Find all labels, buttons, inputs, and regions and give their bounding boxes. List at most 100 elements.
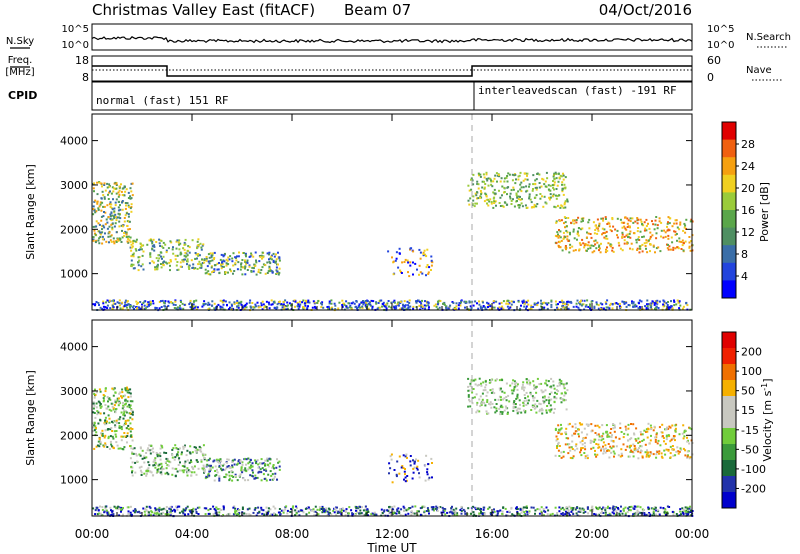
scatter-cell: [402, 454, 405, 457]
scatter-cell: [260, 254, 263, 257]
scatter-cell: [608, 307, 611, 310]
scatter-cell: [390, 458, 393, 461]
scatter-cell: [196, 506, 199, 509]
scatter-cell: [555, 397, 558, 400]
scatter-cell: [549, 196, 552, 199]
scatter-cell: [580, 299, 583, 302]
scatter-cell: [409, 264, 412, 267]
scatter-cell: [216, 471, 219, 474]
scatter-cell: [95, 225, 98, 228]
scatter-cell: [534, 512, 536, 515]
scatter-cell: [132, 252, 135, 255]
scatter-cell: [148, 464, 151, 467]
scatter-cell: [158, 257, 161, 260]
scatter-cell: [571, 425, 574, 428]
scatter-cell: [469, 197, 472, 200]
scatter-cell: [556, 445, 559, 447]
scatter-cell: [213, 479, 216, 482]
scatter-cell: [396, 508, 399, 511]
scatter-cell: [111, 435, 114, 438]
scatter-cell: [341, 305, 344, 308]
scatter-cell: [620, 452, 623, 455]
scatter-cell: [150, 448, 153, 451]
scatter-cell: [209, 470, 211, 472]
scatter-cell: [330, 302, 333, 305]
scatter-cell: [218, 475, 221, 478]
scatter-cell: [471, 396, 474, 399]
scatter-cell: [556, 514, 559, 517]
scatter-cell: [667, 434, 670, 437]
scatter-cell: [564, 246, 567, 249]
scatter-cell: [688, 236, 691, 238]
scatter-cell: [651, 514, 654, 517]
scatter-cell: [303, 307, 306, 310]
xtick-label-1: 04:00: [175, 527, 210, 541]
scatter-cell: [154, 507, 157, 510]
scatter-cell: [510, 303, 513, 306]
scatter-cell: [101, 508, 104, 511]
scatter-cell: [155, 452, 158, 454]
scatter-cell: [134, 248, 137, 250]
scatter-cell: [95, 220, 98, 223]
scatter-cell: [545, 171, 548, 174]
scatter-cell: [467, 385, 470, 388]
scatter-cell: [205, 257, 208, 260]
scatter-cell: [120, 183, 122, 186]
scatter-cell: [689, 220, 692, 223]
scatter-cell: [624, 512, 627, 515]
scatter-cell: [270, 254, 273, 257]
scatter-cell: [143, 510, 146, 513]
scatter-cell: [175, 505, 178, 508]
scatter-cell: [121, 229, 123, 232]
scatter-cell: [450, 507, 453, 510]
scatter-cell: [557, 390, 560, 393]
scatter-cell: [399, 514, 402, 517]
scatter-cell: [555, 435, 558, 438]
scatter-cell: [270, 474, 273, 477]
scatter-cell: [476, 191, 479, 194]
scatter-cell: [351, 514, 354, 517]
scatter-cell: [129, 412, 132, 415]
scatter-cell: [641, 250, 644, 253]
scatter-cell: [586, 454, 589, 457]
scatter-cell: [311, 509, 313, 512]
scatter-cell: [393, 299, 396, 302]
scatter-cell: [143, 300, 146, 303]
scatter-cell: [570, 221, 572, 224]
scatter-cell: [551, 184, 554, 187]
scatter-cell: [131, 471, 133, 474]
scatter-cell: [247, 462, 250, 465]
scatter-cell: [358, 505, 361, 508]
scatter-cell: [338, 301, 341, 304]
scatter-cell: [624, 513, 627, 516]
scatter-cell: [278, 465, 281, 468]
scatter-cell: [157, 259, 160, 262]
scatter-cell: [130, 447, 133, 450]
scatter-cell: [426, 301, 429, 304]
scatter-cell: [107, 216, 110, 218]
scatter-cell: [565, 433, 568, 436]
scatter-cell: [560, 401, 563, 404]
scatter-cell: [121, 301, 124, 304]
scatter-cell: [231, 257, 234, 260]
scatter-cell: [281, 304, 284, 307]
scatter-cell: [274, 306, 277, 309]
scatter-cell: [131, 428, 134, 430]
scatter-cell: [198, 254, 201, 257]
scatter-cell: [186, 249, 189, 252]
scatter-cell: [476, 401, 479, 404]
scatter-cell: [175, 247, 178, 250]
scatter-cell: [560, 427, 563, 430]
scatter-cell: [147, 304, 150, 307]
scatter-cell: [361, 506, 363, 509]
scatter-cell: [502, 300, 505, 303]
scatter-cell: [96, 413, 99, 416]
scatter-cell: [166, 459, 169, 462]
scatter-cell: [498, 189, 500, 192]
scatter-cell: [242, 266, 245, 269]
scatter-cell: [555, 303, 558, 306]
scatter-cell: [273, 512, 276, 515]
scatter-cell: [92, 402, 95, 405]
scatter-cell: [499, 389, 502, 392]
scatter-cell: [116, 507, 119, 509]
